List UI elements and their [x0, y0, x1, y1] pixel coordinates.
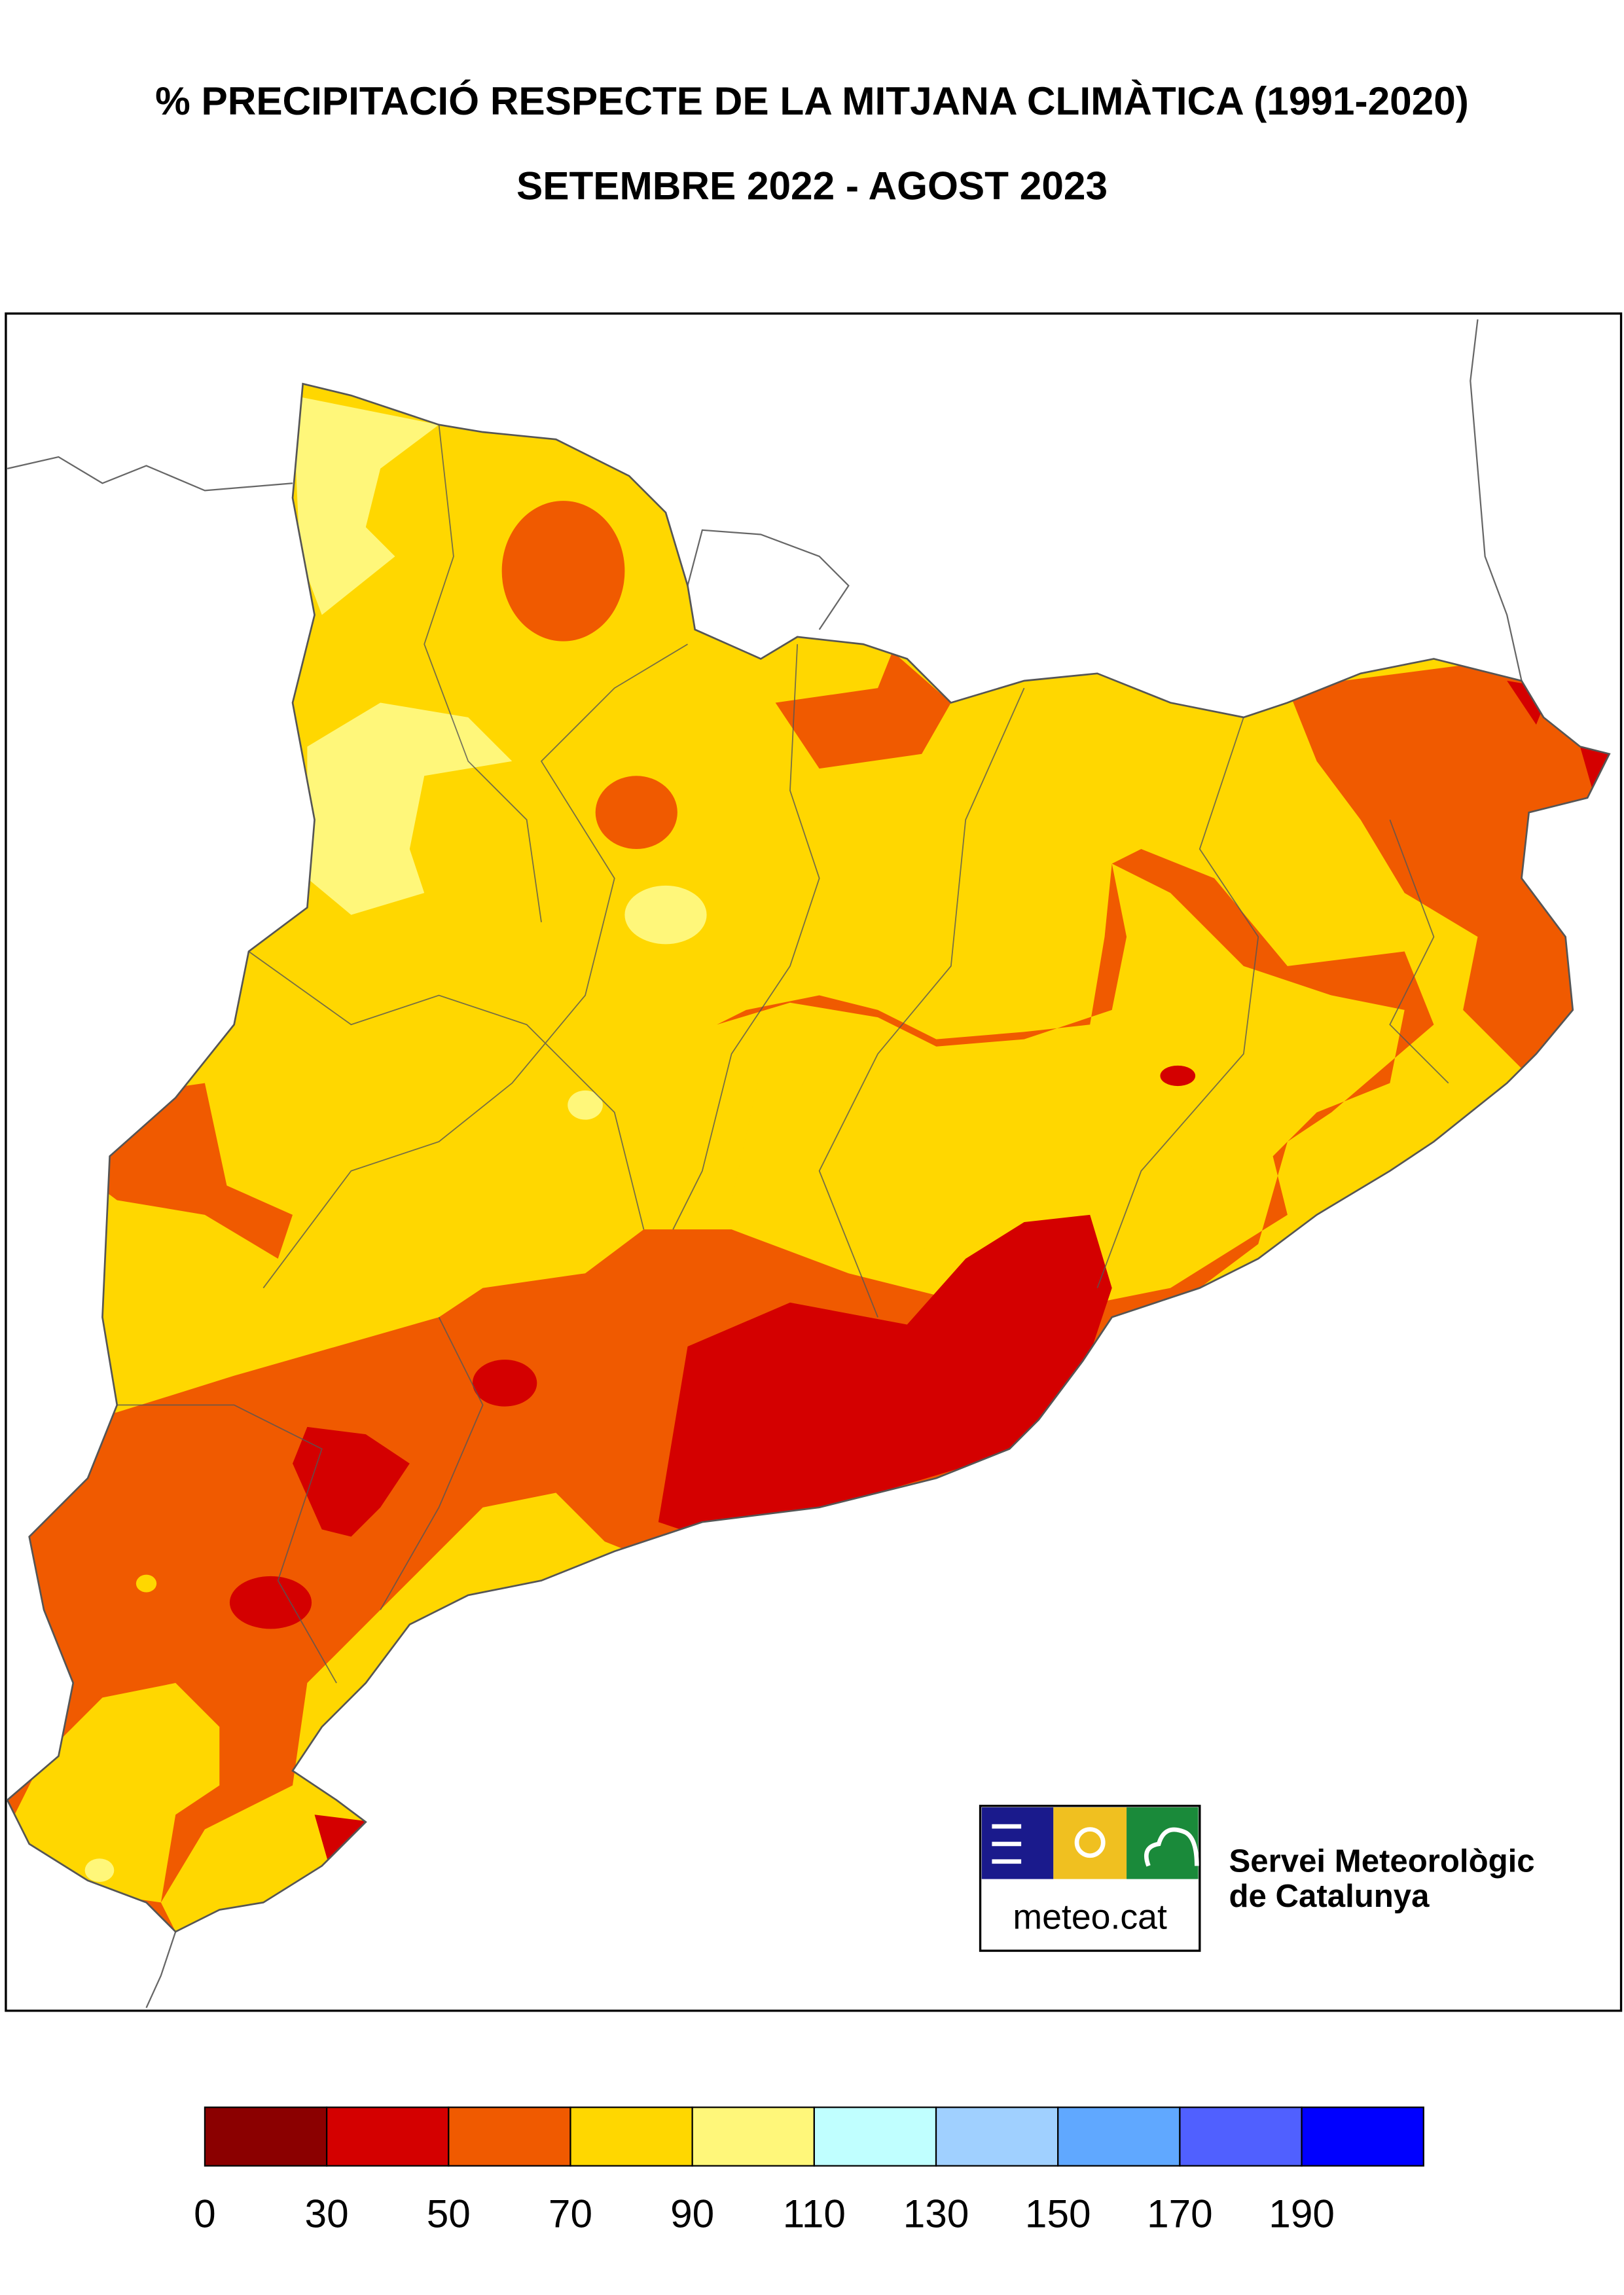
legend-label: 0	[194, 2192, 216, 2236]
legend-swatch	[325, 2106, 450, 2167]
logo-name: de Catalunya	[1229, 1878, 1430, 1914]
legend-swatch	[935, 2106, 1059, 2167]
legend-swatch	[569, 2106, 693, 2167]
precipitation-map	[7, 384, 1610, 1932]
color-legend: 0 30 50 70 90 110 130 150 170 190	[194, 2106, 1424, 2236]
legend-swatch	[1179, 2106, 1303, 2167]
legend-swatch	[1301, 2106, 1424, 2167]
legend-swatch	[691, 2106, 815, 2167]
legend-label: 70	[549, 2192, 592, 2236]
legend-label: 50	[427, 2192, 471, 2236]
logo-site: meteo.cat	[1013, 1898, 1167, 1937]
logo-lines	[992, 1824, 1022, 1864]
borders-outside	[7, 319, 1523, 2008]
legend-label: 190	[1269, 2192, 1335, 2236]
legend-swatch	[204, 2106, 328, 2167]
legend-label: 150	[1025, 2192, 1091, 2236]
logo-yellow	[1053, 1807, 1127, 1879]
legend-swatch	[813, 2106, 937, 2167]
legend-label: 130	[903, 2192, 969, 2236]
legend-label: 30	[305, 2192, 349, 2236]
legend-label: 110	[783, 2192, 846, 2236]
legend-label: 90	[670, 2192, 714, 2236]
logo-name: Servei Meteorològic	[1229, 1843, 1535, 1879]
comarca-borders	[117, 424, 1449, 1684]
legend-swatch	[448, 2106, 571, 2167]
legend-label: 170	[1147, 2192, 1213, 2236]
logo-sun	[1074, 1827, 1106, 1858]
title: % PRECIPITACIÓ RESPECTE DE LA MITJANA CL…	[155, 79, 1469, 123]
legend-swatch	[1057, 2106, 1181, 2167]
subtitle: SETEMBRE 2022 - AGOST 2023	[516, 164, 1108, 208]
logo-cloud	[1144, 1827, 1199, 1867]
logo-green	[1127, 1807, 1199, 1879]
logo: meteo.cat Servei Meteorològic de Catalun…	[979, 1805, 1535, 1952]
